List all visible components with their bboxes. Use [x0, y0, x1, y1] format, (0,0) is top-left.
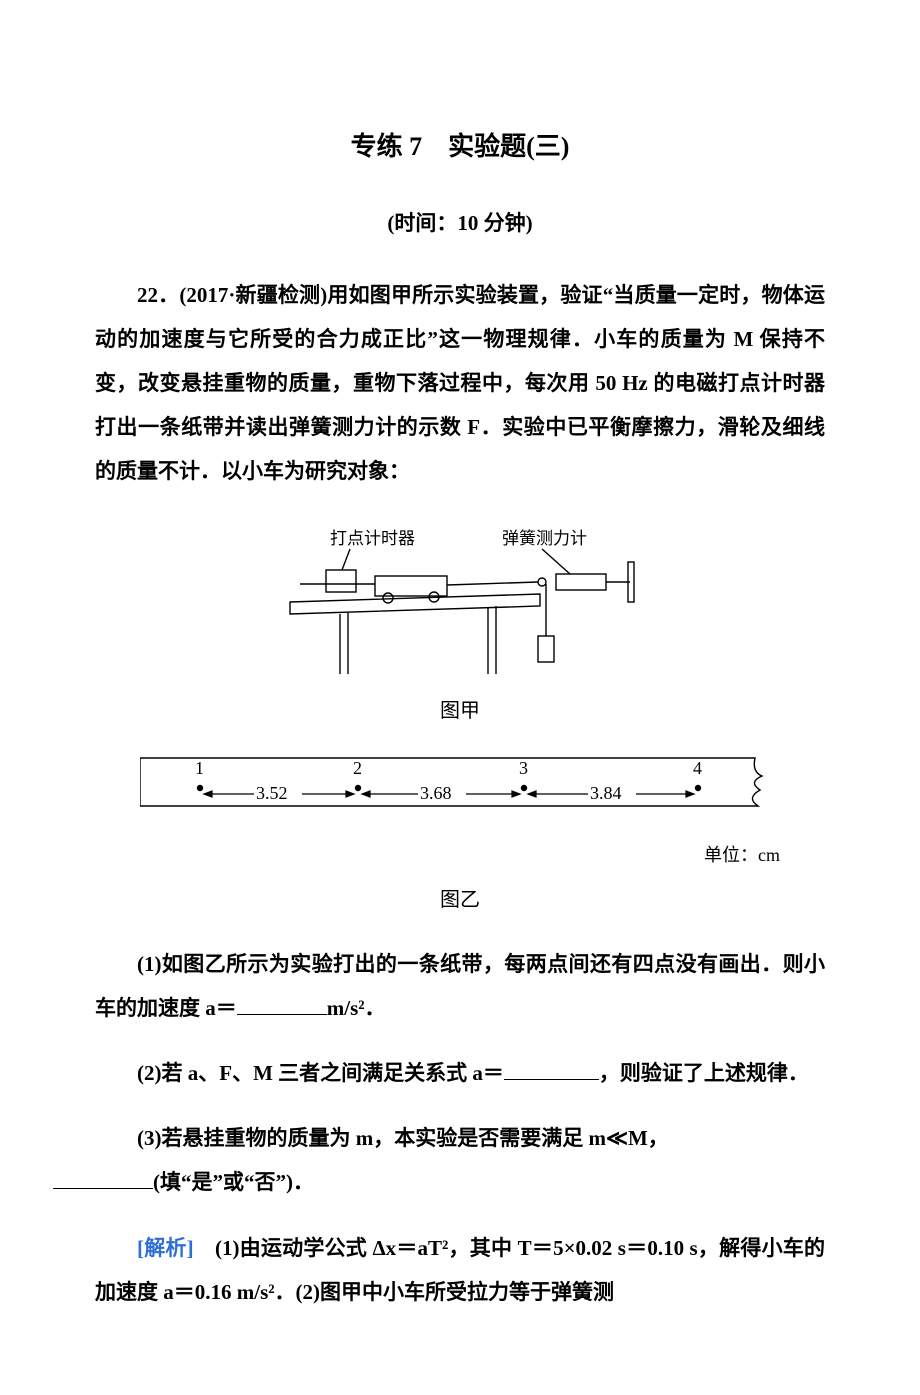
q3-text-a: (3)若悬挂重物的质量为 m，本实验是否需要满足 m≪M，: [137, 1126, 669, 1150]
q2-text-b: ，则验证了上述规律．: [599, 1061, 809, 1085]
tape-point-4: 4: [693, 758, 702, 778]
problem-intro: 22．(2017·新疆检测)用如图甲所示实验装置，验证“当质量一定时，物体运动的…: [95, 273, 825, 493]
solution-text: (1)由运动学公式 Δx＝aT²，其中 T＝5×0.02 s＝0.10 s，解得…: [95, 1236, 825, 1304]
label-spring: 弹簧测力计: [502, 529, 587, 548]
tape-dist-2: 3.68: [420, 783, 452, 803]
solution-label: [解析]: [137, 1236, 194, 1260]
figure-yi-caption: 图乙: [95, 879, 825, 921]
label-timer: 打点计时器: [330, 529, 415, 548]
q2-text-a: (2)若 a、F、M 三者之间满足关系式 a＝: [137, 1061, 504, 1085]
figure-yi: 1 2 3 4 3.52 3.68 3.84 单位：cm: [140, 750, 780, 875]
question-3: (3)若悬挂重物的质量为 m，本实验是否需要满足 m≪M， (填“是”或“否”)…: [95, 1116, 825, 1204]
q3-text-b: (填“是”或“否”)．: [153, 1170, 314, 1194]
tape-dist-1: 3.52: [256, 783, 288, 803]
tape-point-2: 2: [353, 758, 362, 778]
page-title: 专练 7 实验题(三): [95, 120, 825, 175]
q1-unit: m/s²．: [327, 996, 386, 1020]
tape-dist-3: 3.84: [590, 783, 622, 803]
blank-1: [237, 994, 327, 1015]
blank-2: [504, 1059, 599, 1080]
solution: [解析] (1)由运动学公式 Δx＝aT²，其中 T＝5×0.02 s＝0.10…: [95, 1226, 825, 1314]
page-subtitle: (时间：10 分钟): [95, 201, 825, 245]
blank-3: [53, 1168, 153, 1189]
tape-point-1: 1: [195, 758, 204, 778]
tape-point-3: 3: [519, 758, 528, 778]
question-1: (1)如图乙所示为实验打出的一条纸带，每两点间还有四点没有画出．则小车的加速度 …: [95, 942, 825, 1030]
question-2: (2)若 a、F、M 三者之间满足关系式 a＝ ，则验证了上述规律．: [95, 1051, 825, 1095]
figure-jia: 打点计时器 弹簧测力计: [270, 514, 650, 684]
q1-text: (1)如图乙所示为实验打出的一条纸带，每两点间还有四点没有画出．则小车的加速度 …: [95, 952, 825, 1020]
tape-unit-label: 单位：cm: [140, 837, 780, 875]
figure-jia-caption: 图甲: [95, 690, 825, 732]
